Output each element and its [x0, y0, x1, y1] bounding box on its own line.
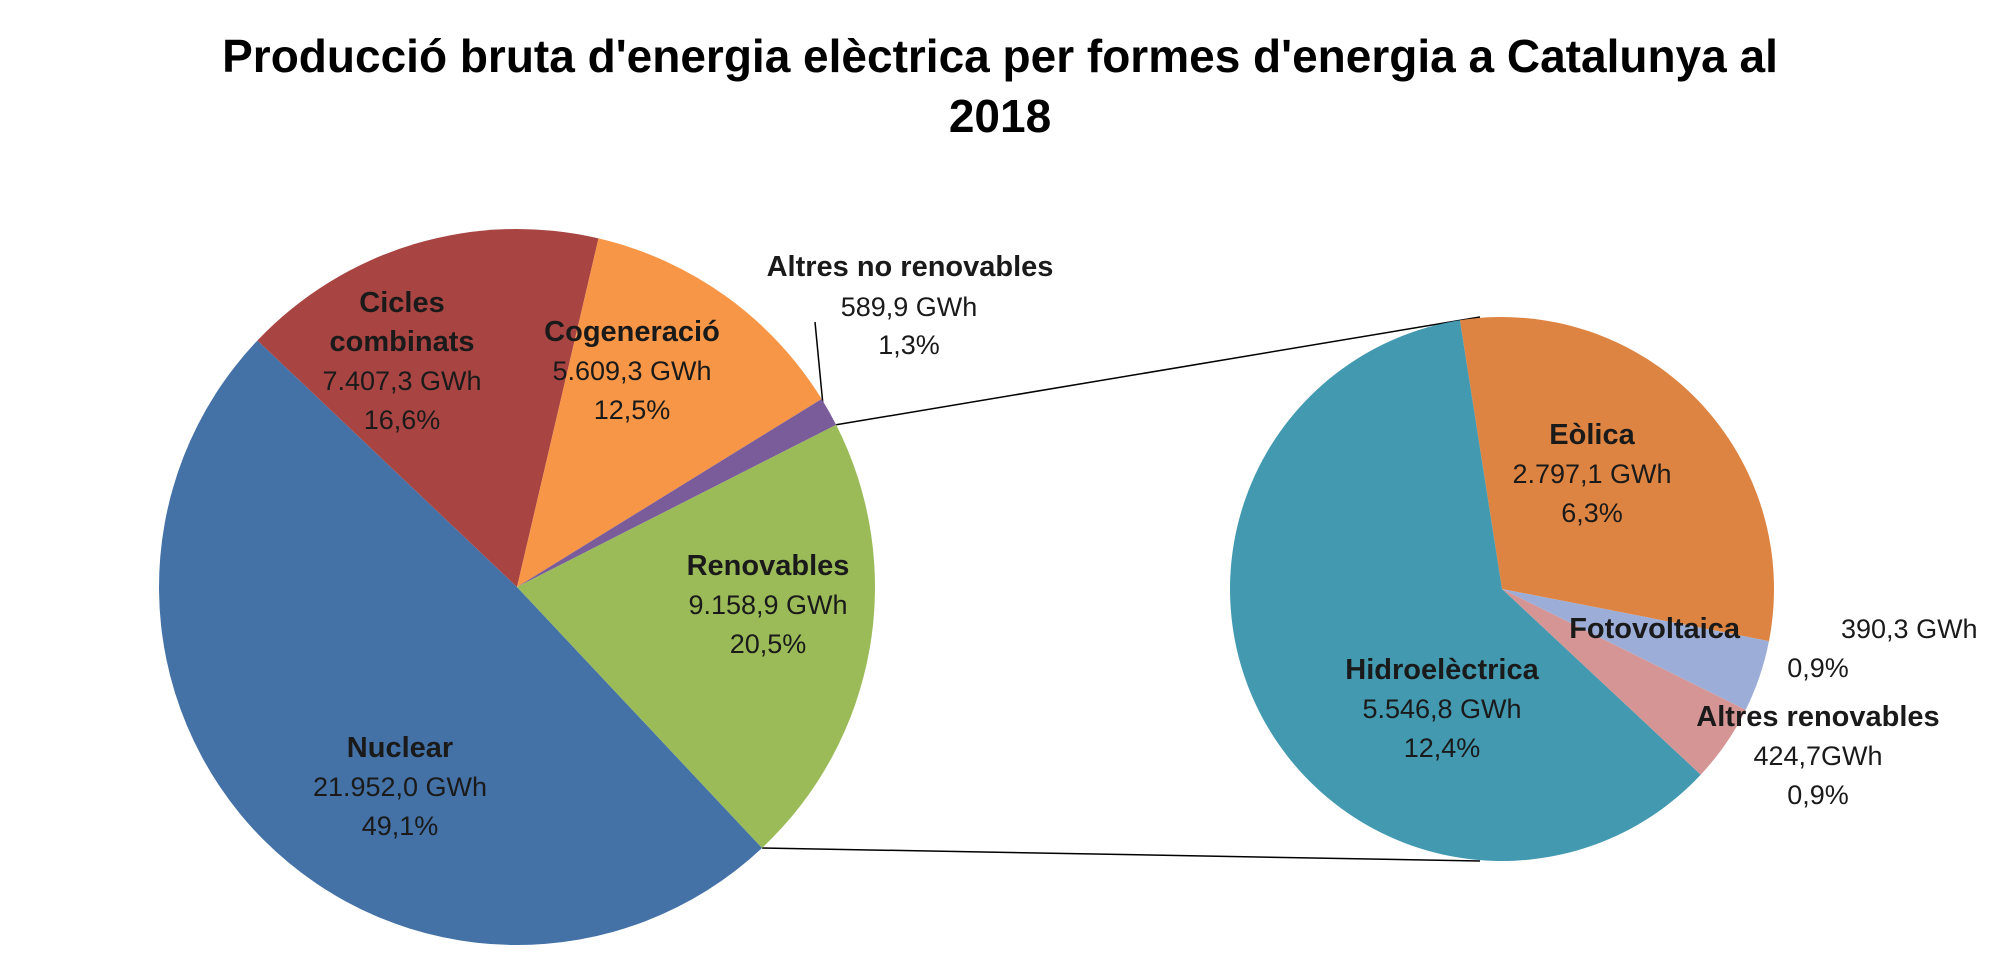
slice-cogeneracio [517, 238, 822, 587]
slice-hidroelectrica [1230, 320, 1701, 861]
data-labels: Nuclear 21.952,0 GWh 49,1% Cicles combinats 7… [313, 251, 1978, 841]
label-altres-no-renovables-percent-label: 1,3% [878, 330, 940, 360]
label-cicles-combinats-name-2-label: combinats [329, 326, 474, 358]
connector-lines [762, 316, 1481, 862]
label-hidroelectrica-percent-label: 12,4% [1404, 733, 1481, 763]
breakdown-pie [1230, 316, 1774, 861]
label-eolica-value-label: 2.797,1 GWh [1512, 459, 1671, 489]
label-cicles-combinats-percent-label: 16,6% [364, 405, 441, 435]
label-altres-renovables-percent-label: 0,9% [1787, 780, 1849, 810]
label-fotovoltaica-name-label: Fotovoltaica [1569, 613, 1741, 645]
label-hidroelectrica-value-label: 5.546,8 GWh [1362, 694, 1521, 724]
connector-line-top [836, 316, 1481, 426]
slice-altres-no-renovables [517, 398, 837, 587]
label-eolica-percent-label: 6,3% [1561, 498, 1623, 528]
leader-line-altres-no-renovables [814, 321, 825, 415]
slice-renovables [517, 424, 876, 848]
slice-eolica [1459, 316, 1774, 642]
label-altres-renovables-value-label: 424,7GWh [1753, 741, 1882, 771]
label-nuclear-name-label: Nuclear [347, 732, 453, 764]
connector-line-bottom [762, 847, 1481, 862]
label-renovables-name-label: Renovables [687, 550, 850, 582]
label-cogeneracio-percent-label: 12,5% [594, 395, 671, 425]
chart-title-line-1: Producció bruta d'energia elèctrica per … [222, 30, 1778, 82]
label-nuclear-value-label: 21.952,0 GWh [313, 772, 487, 802]
label-altres-no-renovables-name-label: Altres no renovables [767, 251, 1054, 283]
label-nuclear-percent-label: 49,1% [362, 811, 439, 841]
label-cogeneracio-name-label: Cogeneració [544, 316, 720, 348]
label-cicles-combinats-name-1-label: Cicles [359, 287, 444, 319]
label-renovables-percent-label: 20,5% [730, 629, 807, 659]
label-eolica-name-label: Eòlica [1549, 419, 1635, 451]
label-altres-no-renovables-value-label: 589,9 GWh [841, 292, 978, 322]
label-fotovoltaica-percent-label: 0,9% [1787, 653, 1849, 683]
main-pie [158, 228, 876, 946]
slice-altres-renovables [1502, 589, 1746, 775]
slice-nuclear [158, 340, 763, 946]
label-hidroelectrica-name-label: Hidroelèctrica [1345, 654, 1539, 686]
label-cicles-combinats-value-label: 7.407,3 GWh [322, 366, 481, 396]
label-renovables-value-label: 9.158,9 GWh [688, 590, 847, 620]
label-altres-renovables-name-label: Altres renovables [1696, 701, 1939, 733]
label-cogeneracio-value-label: 5.609,3 GWh [552, 356, 711, 386]
slice-fotovoltaica [1502, 589, 1769, 710]
label-fotovoltaica-value-label: 390,3 GWh [1841, 614, 1978, 644]
chart-title-line-2: 2018 [949, 90, 1051, 142]
slice-cicles-combinats [257, 228, 599, 587]
